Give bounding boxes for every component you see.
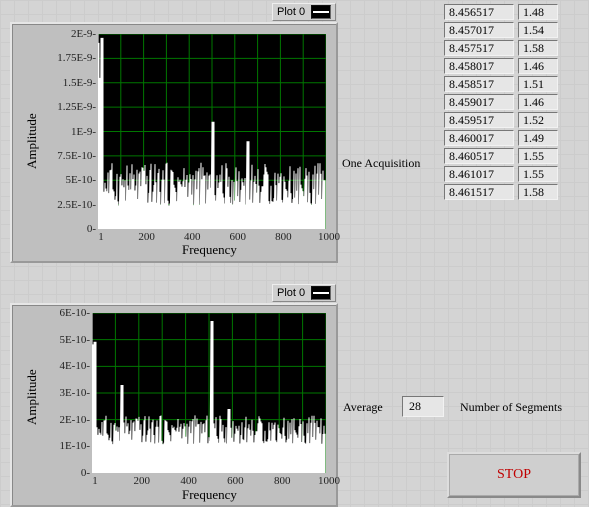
table-cell[interactable]: 1.58 — [518, 40, 558, 56]
table-cell[interactable]: 1.52 — [518, 112, 558, 128]
x-tick: 1 — [80, 475, 110, 487]
y-tick: 2E-9- — [12, 28, 96, 40]
plot1-legend-swatch — [311, 5, 331, 19]
average-value[interactable]: 28 — [402, 396, 444, 417]
x-tick: 800 — [267, 475, 297, 487]
table-cell[interactable]: 8.460517 — [444, 148, 514, 164]
table-cell[interactable]: 8.458517 — [444, 76, 514, 92]
y-tick: 1.75E-9- — [12, 52, 96, 64]
plot1-svg — [98, 34, 326, 229]
average-label: Average — [343, 400, 383, 415]
table-row: 8.4595171.52 — [444, 112, 558, 128]
segments-label: Number of Segments — [460, 400, 562, 415]
plot2-legend-label: Plot 0 — [277, 287, 305, 299]
table-cell[interactable]: 8.457017 — [444, 22, 514, 38]
y-tick: 5E-10- — [12, 334, 90, 346]
table-cell[interactable]: 1.55 — [518, 166, 558, 182]
plot1-legend[interactable]: Plot 0 — [272, 3, 336, 21]
table-cell[interactable]: 8.459017 — [444, 94, 514, 110]
data-table: 8.4565171.488.4570171.548.4575171.588.45… — [444, 4, 558, 202]
x-tick: 1000 — [314, 475, 344, 487]
table-row: 8.4615171.58 — [444, 184, 558, 200]
plot2-ylabel: Amplitude — [24, 369, 40, 425]
x-tick: 200 — [127, 475, 157, 487]
x-tick: 200 — [132, 231, 162, 243]
y-tick: 6E-10- — [12, 307, 90, 319]
table-cell[interactable]: 1.49 — [518, 130, 558, 146]
y-tick: 0- — [12, 223, 96, 235]
plot2-svg — [92, 313, 326, 473]
stop-button[interactable]: STOP — [447, 452, 581, 498]
x-tick: 600 — [220, 475, 250, 487]
x-tick: 400 — [174, 475, 204, 487]
plot1-ylabel: Amplitude — [24, 113, 40, 169]
one-acquisition-label: One Acquisition — [342, 156, 420, 171]
table-row: 8.4580171.46 — [444, 58, 558, 74]
table-cell[interactable]: 8.461517 — [444, 184, 514, 200]
table-row: 8.4575171.58 — [444, 40, 558, 56]
table-cell[interactable]: 1.48 — [518, 4, 558, 20]
table-cell[interactable]: 1.55 — [518, 148, 558, 164]
plot1-panel: 0-2.5E-10-5E-10-7.5E-10-1E-9-1.25E-9-1.5… — [10, 22, 338, 263]
table-cell[interactable]: 1.46 — [518, 94, 558, 110]
table-row: 8.4605171.55 — [444, 148, 558, 164]
plot2-xlabel: Frequency — [182, 487, 237, 503]
y-tick: 1.25E-9- — [12, 101, 96, 113]
y-tick: 1.5E-9- — [12, 77, 96, 89]
x-tick: 1000 — [314, 231, 344, 243]
table-cell[interactable]: 1.51 — [518, 76, 558, 92]
table-row: 8.4565171.48 — [444, 4, 558, 20]
x-tick: 1 — [86, 231, 116, 243]
table-cell[interactable]: 1.54 — [518, 22, 558, 38]
plot1-legend-label: Plot 0 — [277, 6, 305, 18]
table-row: 8.4600171.49 — [444, 130, 558, 146]
y-tick: 2.5E-10- — [12, 199, 96, 211]
table-row: 8.4610171.55 — [444, 166, 558, 182]
table-cell[interactable]: 8.459517 — [444, 112, 514, 128]
table-cell[interactable]: 8.460017 — [444, 130, 514, 146]
y-tick: 5E-10- — [12, 174, 96, 186]
table-row: 8.4590171.46 — [444, 94, 558, 110]
plot1-xlabel: Frequency — [182, 242, 237, 258]
plot2-plot-area[interactable] — [92, 313, 326, 473]
plot2-panel: 0-1E-10-2E-10-3E-10-4E-10-5E-10-6E-10- 1… — [10, 303, 338, 507]
y-tick: 1E-10- — [12, 440, 90, 452]
x-tick: 800 — [268, 231, 298, 243]
table-cell[interactable]: 1.58 — [518, 184, 558, 200]
table-row: 8.4570171.54 — [444, 22, 558, 38]
table-cell[interactable]: 1.46 — [518, 58, 558, 74]
table-cell[interactable]: 8.457517 — [444, 40, 514, 56]
table-cell[interactable]: 8.461017 — [444, 166, 514, 182]
plot2-legend[interactable]: Plot 0 — [272, 284, 336, 302]
table-cell[interactable]: 8.458017 — [444, 58, 514, 74]
plot2-legend-swatch — [311, 286, 331, 300]
y-tick: 0- — [12, 467, 90, 479]
plot1-plot-area[interactable] — [98, 34, 326, 229]
table-cell[interactable]: 8.456517 — [444, 4, 514, 20]
table-row: 8.4585171.51 — [444, 76, 558, 92]
